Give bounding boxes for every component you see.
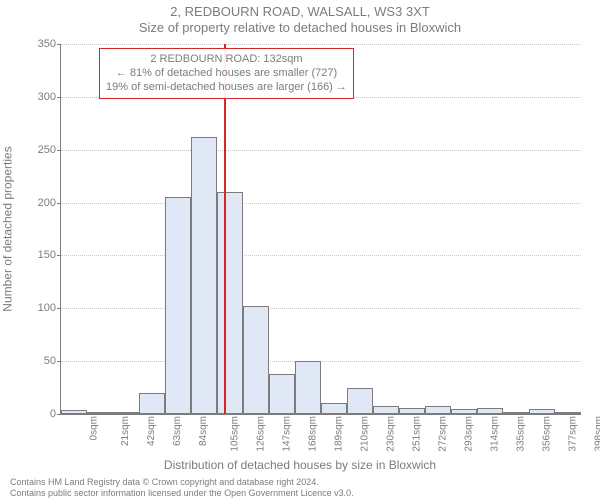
histogram-bar — [295, 361, 321, 414]
grid-line — [61, 361, 581, 362]
y-tick-label: 200 — [16, 197, 56, 209]
grid-line — [61, 203, 581, 204]
x-tick-label: 147sqm — [282, 416, 293, 452]
x-tick-label: 189sqm — [334, 416, 345, 452]
histogram-bar — [347, 388, 373, 414]
marker-line — [224, 44, 226, 414]
footer-line-2: Contains public sector information licen… — [10, 488, 354, 498]
plot-area: 2 REDBOURN ROAD: 132sqm← 81% of detached… — [60, 44, 581, 415]
y-tick — [57, 203, 61, 204]
y-tick — [57, 255, 61, 256]
chart-subtitle: Size of property relative to detached ho… — [0, 20, 600, 35]
histogram-bar — [165, 197, 191, 414]
histogram-bar — [269, 374, 295, 414]
histogram-bar — [529, 409, 555, 414]
histogram-bar — [217, 192, 243, 414]
y-tick — [57, 44, 61, 45]
x-tick-label: 210sqm — [360, 416, 371, 452]
x-tick-label: 230sqm — [386, 416, 397, 452]
x-tick-label: 377sqm — [568, 416, 579, 452]
x-tick-label: 335sqm — [516, 416, 527, 452]
marker-annotation: 2 REDBOURN ROAD: 132sqm← 81% of detached… — [99, 48, 354, 99]
x-tick-label: 21sqm — [120, 416, 131, 446]
histogram-bar — [503, 412, 529, 414]
chart-container: 2, REDBOURN ROAD, WALSALL, WS3 3XT Size … — [0, 0, 600, 500]
x-tick-label: 314sqm — [490, 416, 501, 452]
histogram-bar — [451, 409, 477, 414]
histogram-bar — [191, 137, 217, 414]
y-tick-label: 50 — [16, 355, 56, 367]
y-tick-label: 350 — [16, 38, 56, 50]
histogram-bar — [139, 393, 165, 414]
chart-title: 2, REDBOURN ROAD, WALSALL, WS3 3XT — [0, 4, 600, 20]
y-axis-label: Number of detached properties — [0, 44, 16, 414]
x-tick-label: 63sqm — [172, 416, 183, 446]
x-tick-label: 126sqm — [256, 416, 267, 452]
x-tick-label: 0sqm — [88, 416, 99, 440]
x-tick-label: 398sqm — [594, 416, 600, 452]
histogram-bar — [87, 412, 113, 414]
annotation-line: 2 REDBOURN ROAD: 132sqm — [106, 53, 347, 67]
y-tick — [57, 97, 61, 98]
y-tick — [57, 308, 61, 309]
y-tick — [57, 361, 61, 362]
histogram-bar — [113, 412, 139, 414]
x-tick-label: 105sqm — [230, 416, 241, 452]
y-tick — [57, 150, 61, 151]
footer-line-1: Contains HM Land Registry data © Crown c… — [10, 477, 354, 487]
grid-line — [61, 255, 581, 256]
x-tick-label: 84sqm — [198, 416, 209, 446]
histogram-bar — [61, 410, 87, 414]
x-tick-label: 42sqm — [146, 416, 157, 446]
y-tick-label: 100 — [16, 302, 56, 314]
x-tick-label: 272sqm — [438, 416, 449, 452]
footer-attribution: Contains HM Land Registry data © Crown c… — [10, 477, 354, 498]
x-tick-label: 168sqm — [308, 416, 319, 452]
y-tick-label: 150 — [16, 249, 56, 261]
x-axis-label: Distribution of detached houses by size … — [0, 458, 600, 472]
x-tick-label: 293sqm — [464, 416, 475, 452]
grid-line — [61, 44, 581, 45]
histogram-bar — [477, 408, 503, 414]
histogram-bar — [373, 406, 399, 414]
histogram-bar — [243, 306, 269, 414]
y-tick-label: 300 — [16, 91, 56, 103]
x-tick-label: 251sqm — [412, 416, 423, 452]
grid-line — [61, 150, 581, 151]
annotation-line: 19% of semi-detached houses are larger (… — [106, 81, 347, 95]
histogram-bar — [555, 412, 581, 414]
histogram-bar — [425, 406, 451, 414]
y-tick-label: 0 — [16, 408, 56, 420]
annotation-line: ← 81% of detached houses are smaller (72… — [106, 67, 347, 81]
x-tick-label: 356sqm — [542, 416, 553, 452]
histogram-bar — [321, 403, 347, 414]
y-tick-label: 250 — [16, 144, 56, 156]
y-tick — [57, 414, 61, 415]
histogram-bar — [399, 408, 425, 414]
grid-line — [61, 308, 581, 309]
